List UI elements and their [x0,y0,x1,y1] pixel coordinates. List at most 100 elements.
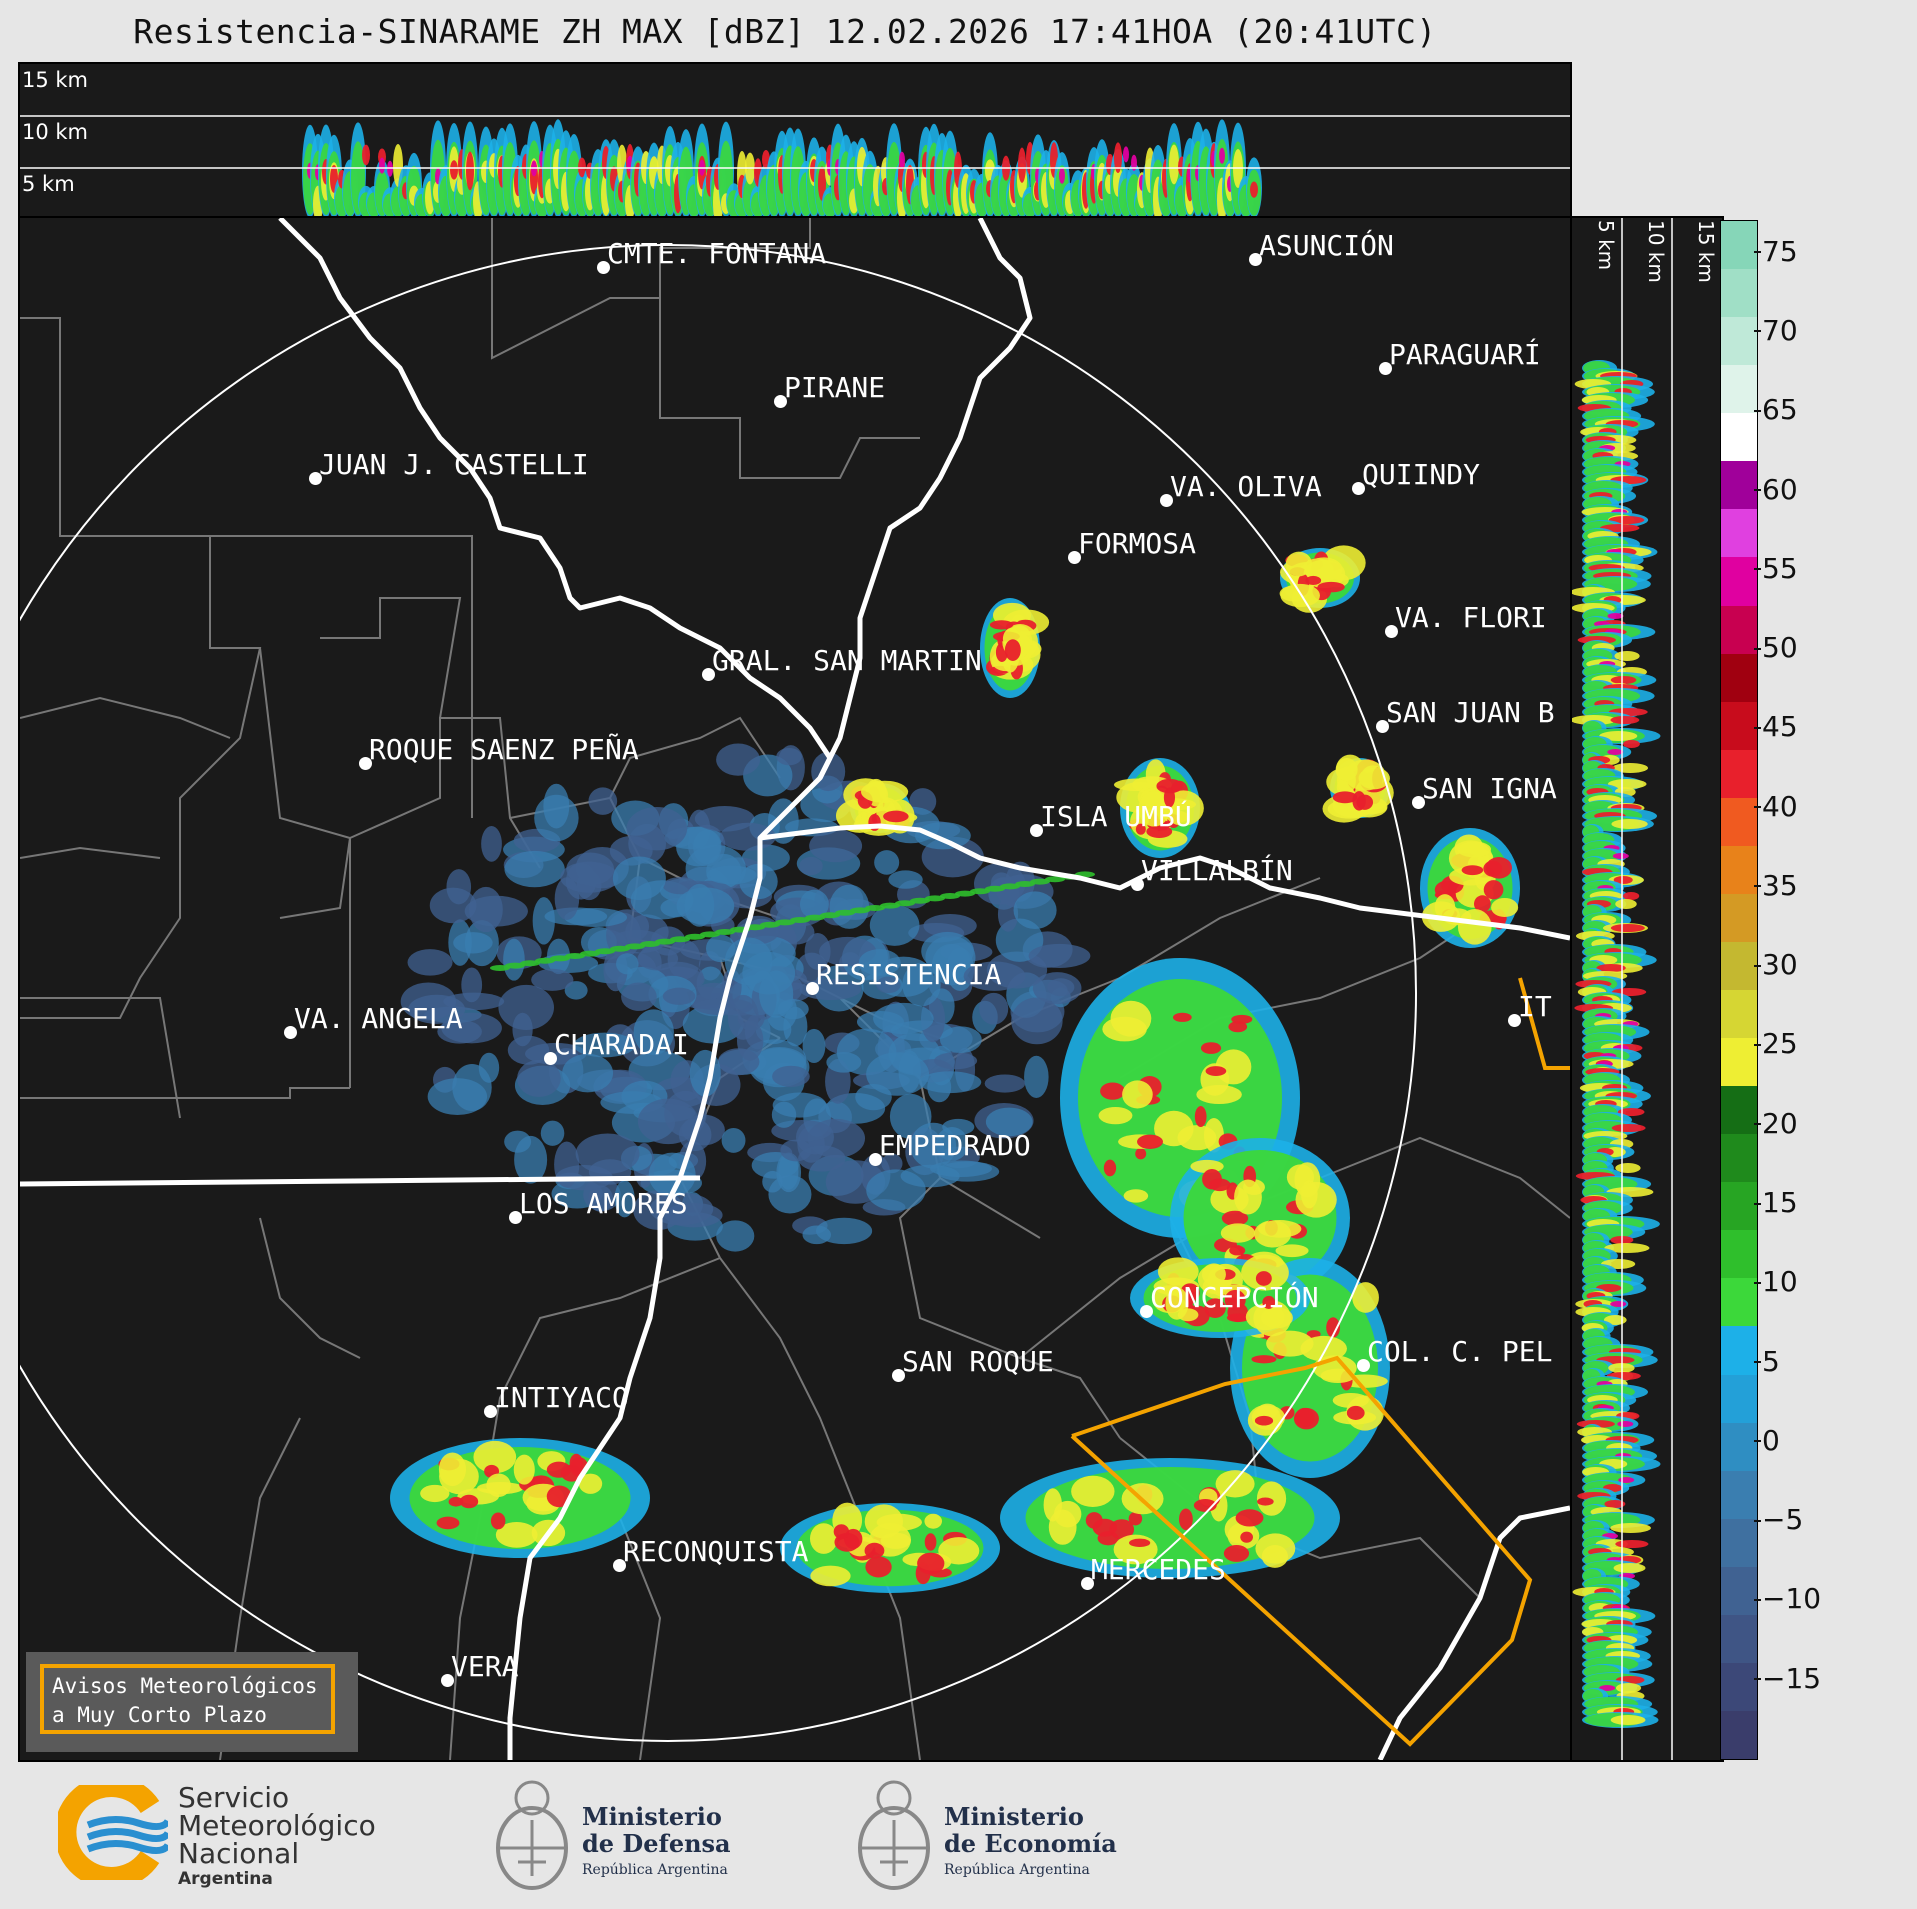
colorbar-segment [1721,1134,1757,1184]
colorbar-segment [1721,653,1757,703]
top-height-label-5: 5 km [22,172,75,196]
colorbar-segment [1721,941,1757,991]
city-label: SAN IGNA [1422,772,1557,805]
city-dot [774,395,787,408]
city-dot [441,1674,454,1687]
city-label: EMPEDRADO [879,1129,1031,1162]
colorbar-tick: 30 [1754,948,1798,982]
city-dot [1131,878,1144,891]
warning-line-1: Avisos Meteorológicos [52,1674,318,1698]
city-dot [869,1153,882,1166]
smn-line-2: Meteorológico [178,1809,376,1842]
city-dot [284,1026,297,1039]
city-dot [544,1052,557,1065]
city-label: CHARADAI [554,1028,689,1061]
city-label: VA. ANGELA [294,1002,463,1035]
warning-box[interactable]: Avisos Meteorológicos a Muy Corto Plazo [26,1652,358,1752]
colorbar-segment [1721,749,1757,799]
city-dot [1140,1305,1153,1318]
city-label: COL. C. PEL [1367,1335,1553,1368]
colorbar-segment [1721,845,1757,895]
city-dot [1030,824,1043,837]
city-dot [1081,1577,1094,1590]
economia-logo-text: Ministerio de Economía República Argenti… [944,1803,1117,1884]
colorbar-tick: −10 [1753,1582,1822,1616]
colorbar-tick: −15 [1753,1661,1822,1695]
colorbar-segment [1721,797,1757,847]
city-label: CMTE. FONTANA [607,237,827,270]
city-label: LOS AMORES [519,1187,688,1220]
city-label: QUIINDY [1362,458,1481,491]
top-cross-section-panel: 15 km 10 km 5 km [18,62,1572,220]
city-label: PIRANE [784,371,886,404]
economia-seal-icon [856,1772,932,1896]
city-label: GRAL. SAN MARTIN [712,644,982,677]
city-dot [1357,1359,1370,1372]
colorbar-segment [1721,893,1757,943]
defensa-logo-text: Ministerio de Defensa República Argentin… [582,1803,731,1884]
city-dot [702,668,715,681]
city-label: SAN JUAN B [1386,696,1555,729]
colorbar-tick: 50 [1754,631,1798,665]
city-label: IT [1518,990,1552,1023]
colorbar-segment [1721,1230,1757,1280]
city-label: ROQUE SAENZ PEÑA [369,733,639,766]
colorbar-segment [1721,557,1757,607]
city-label: VA. OLIVA [1170,470,1322,503]
city-dot [1160,494,1173,507]
colorbar-tick: 15 [1754,1186,1798,1220]
colorbar-segment [1721,509,1757,559]
colorbar-segment [1721,1278,1757,1328]
city-label: ASUNCIÓN [1259,229,1394,262]
colorbar-tick: 55 [1754,551,1798,585]
chart-title: Resistencia-SINARAME ZH MAX [dBZ] 12.02.… [133,12,1437,51]
city-label: SAN ROQUE [902,1345,1054,1378]
city-label: RESISTENCIA [816,958,1002,991]
colorbar-tick: 5 [1754,1344,1780,1378]
city-dot [509,1211,522,1224]
side-cross-section-graphic [1572,218,1673,1760]
colorbar-tick: 20 [1754,1106,1798,1140]
economia-line-3: República Argentina [944,1862,1090,1878]
colorbar-tick: 35 [1754,868,1798,902]
colorbar-tick: −5 [1753,1503,1804,1537]
city-dot [597,261,610,274]
colorbar-tick: 70 [1754,313,1798,347]
smn-line-1: Servicio [178,1781,290,1814]
city-dot [1249,253,1262,266]
defensa-seal-icon [494,1772,570,1896]
top-cross-section-graphic [20,115,1570,218]
city-label: ISLA UMBÚ [1040,800,1192,833]
colorbar-segment [1721,1374,1757,1424]
radar-map-graphic [20,218,1570,1760]
city-dot [484,1405,497,1418]
colorbar-segment [1721,1614,1757,1664]
economia-line-1: Ministerio [944,1802,1084,1831]
colorbar-segment [1721,1086,1757,1136]
city-dot [1379,362,1392,375]
colorbar-segment [1721,317,1757,367]
colorbar-tick: 65 [1754,393,1798,427]
colorbar-segment [1721,1470,1757,1520]
side-height-label-5: 5 km [1594,220,1618,271]
colorbar-segment [1721,413,1757,463]
radar-map[interactable]: CMTE. FONTANA ASUNCIÓN PARAGUARÍ PIRANE JUAN… [18,216,1572,1762]
side-cross-section-panel: 5 km 10 km 15 km [1570,216,1724,1762]
smn-logo [58,1785,168,1880]
colorbar-segment [1721,365,1757,415]
city-label: VILLALBÍN [1141,854,1293,887]
defensa-line-1: Ministerio [582,1802,722,1831]
colorbar-segment [1721,701,1757,751]
colorbar-tick: 40 [1754,789,1798,823]
top-height-label-10: 10 km [22,120,89,144]
city-dot [1352,482,1365,495]
city-label: VA. FLORI [1395,601,1547,634]
colorbar-segment [1721,1182,1757,1232]
colorbar-segment [1721,1566,1757,1616]
colorbar-segment [1721,990,1757,1040]
warning-box-inner[interactable]: Avisos Meteorológicos a Muy Corto Plazo [40,1664,335,1734]
city-label: INTIYACO [494,1381,629,1414]
side-height-label-15: 15 km [1694,220,1718,283]
colorbar-tick: 75 [1754,234,1798,268]
city-label: FORMOSA [1078,527,1197,560]
